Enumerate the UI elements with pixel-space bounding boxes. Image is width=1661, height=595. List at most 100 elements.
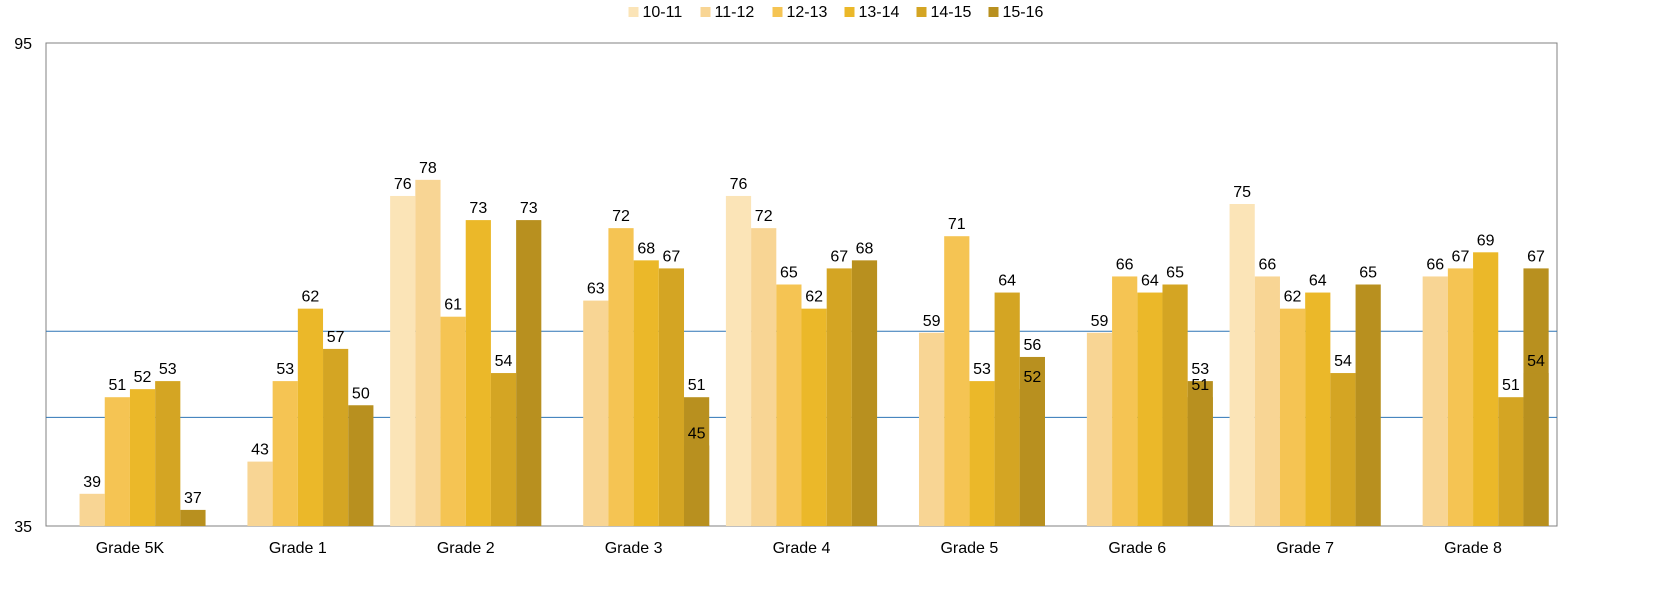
bar-11-12-grade-4 [751, 228, 777, 526]
bar-11-12-grade-7 [1254, 276, 1280, 526]
data-label: 39 [83, 474, 101, 491]
data-label: 72 [612, 208, 630, 225]
bar-14-15-grade-2 [490, 373, 517, 526]
data-label: 65 [1166, 265, 1184, 282]
data-label: 64 [998, 273, 1016, 290]
bar-12-13-grade-5 [944, 236, 970, 526]
data-label: 75 [1233, 184, 1251, 201]
legend-label: 14-15 [931, 4, 972, 21]
legend: 10-11 11-12 12-13 13-14 14-15 15-16 [628, 4, 1044, 21]
data-label: 66 [1116, 256, 1134, 273]
bar-12-13-grade-8 [1447, 268, 1474, 526]
bar-11-12-grade-3 [583, 300, 609, 526]
axes: 35 95 Grade 5K Grade 1 Grade 2 Grade 3 Grade 4… [14, 36, 1502, 557]
bars [79, 179, 1549, 527]
bar-12-13-grade-6 [1112, 276, 1138, 526]
bar-11-12-grade-8 [1422, 276, 1448, 526]
x-category-label: Grade 6 [1108, 540, 1166, 557]
data-label: 62 [1284, 289, 1302, 306]
data-label: 50 [352, 385, 370, 402]
bar-series-7-grade-8 [1523, 373, 1549, 526]
data-label: 53 [1191, 361, 1209, 378]
data-label: 53 [276, 361, 294, 378]
bar-14-15-grade-5k [155, 381, 181, 526]
data-label: 64 [1141, 273, 1159, 290]
data-label: 59 [1091, 313, 1109, 330]
bar-13-14-grade-3 [633, 260, 659, 526]
data-label: 57 [327, 329, 345, 346]
bar-15-16-grade-2 [516, 220, 542, 526]
data-label: 71 [948, 216, 966, 233]
bar-14-15-grade-5 [994, 292, 1020, 526]
legend-label: 13-14 [859, 4, 900, 21]
bar-11-12-grade-5k [79, 493, 105, 526]
bar-13-14-grade-2 [465, 220, 491, 526]
bar-15-16-grade-5k [180, 509, 206, 526]
data-label: 52 [1023, 369, 1041, 386]
bar-13-14-grade-5k [129, 389, 156, 526]
bar-11-12-grade-5 [918, 332, 945, 526]
data-label: 67 [1527, 248, 1545, 265]
bar-12-13-grade-3 [608, 228, 634, 526]
bar-11-12-grade-6 [1086, 332, 1113, 526]
data-label: 52 [134, 369, 152, 386]
data-label: 45 [688, 426, 706, 443]
bar-10-11-grade-7 [1229, 204, 1255, 526]
data-label: 69 [1477, 232, 1495, 249]
x-category-label: Grade 7 [1276, 540, 1334, 557]
bar-15-16-grade-4 [851, 260, 878, 526]
bar-13-14-grade-6 [1137, 292, 1163, 526]
data-label: 68 [637, 240, 655, 257]
data-label: 56 [1023, 337, 1041, 354]
bar-12-13-grade-4 [776, 284, 802, 526]
data-label: 68 [856, 240, 874, 257]
data-label: 61 [444, 297, 462, 314]
data-label: 67 [663, 248, 681, 265]
x-category-label: Grade 5 [940, 540, 998, 557]
bar-11-12-grade-2 [415, 179, 441, 526]
data-label: 59 [923, 313, 941, 330]
bar-13-14-grade-8 [1473, 252, 1499, 527]
bar-13-14-grade-5 [969, 381, 995, 526]
bar-10-11-grade-4 [725, 195, 752, 526]
data-label: 78 [419, 160, 437, 177]
bar-14-15-grade-8 [1498, 397, 1524, 526]
legend-swatch [628, 7, 639, 17]
bar-14-15-grade-7 [1330, 373, 1356, 526]
data-label: 63 [587, 281, 605, 298]
data-label: 73 [520, 200, 538, 217]
legend-label: 10-11 [643, 4, 683, 21]
data-label: 73 [469, 200, 487, 217]
bar-12-13-grade-2 [440, 316, 466, 526]
data-label: 53 [159, 361, 177, 378]
x-category-label: Grade 2 [437, 540, 495, 557]
x-category-label: Grade 8 [1444, 540, 1502, 557]
x-category-label: Grade 4 [773, 540, 831, 557]
data-label: 37 [184, 490, 202, 507]
data-label: 54 [1334, 353, 1352, 370]
bar-14-15-grade-6 [1162, 284, 1188, 526]
bar-12-13-grade-7 [1279, 308, 1306, 526]
legend-swatch [700, 7, 711, 17]
bar-15-16-grade-7 [1355, 284, 1381, 526]
data-label: 64 [1309, 273, 1327, 290]
bar-series-7-grade-3 [684, 397, 710, 526]
data-label: 53 [973, 361, 991, 378]
data-label: 62 [302, 289, 320, 306]
y-tick-label: 35 [14, 519, 32, 536]
bar-14-15-grade-4 [826, 268, 852, 526]
bar-14-15-grade-1 [323, 348, 349, 526]
data-label: 51 [1191, 377, 1209, 394]
data-label: 66 [1258, 256, 1276, 273]
x-category-label: Grade 5K [96, 540, 165, 557]
y-tick-label: 95 [14, 36, 32, 53]
data-label: 43 [251, 442, 269, 459]
legend-label: 11-12 [715, 4, 755, 21]
data-label: 67 [1452, 248, 1470, 265]
x-category-label: Grade 1 [269, 540, 327, 557]
bar-12-13-grade-5k [104, 397, 130, 526]
data-label: 67 [830, 248, 848, 265]
legend-swatch [916, 7, 927, 17]
bar-series-7-grade-5 [1019, 389, 1045, 526]
